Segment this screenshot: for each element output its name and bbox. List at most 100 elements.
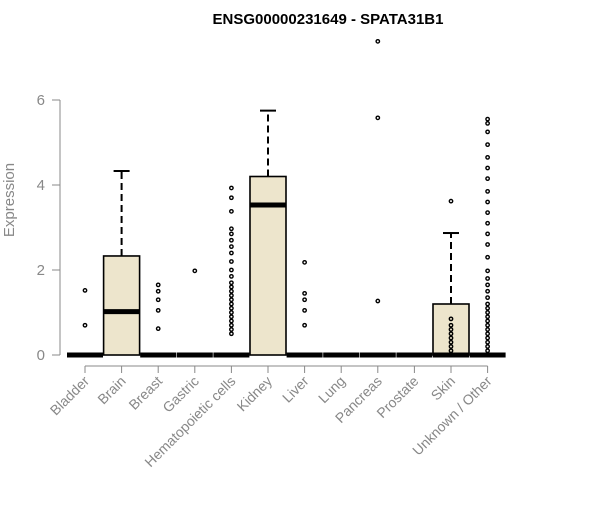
- x-tick-label: Brain: [94, 373, 128, 407]
- y-tick-label: 4: [37, 177, 45, 194]
- outlier-point: [228, 301, 234, 307]
- y-tick-label: 0: [37, 347, 45, 364]
- x-tick-label: Bladder: [47, 373, 93, 419]
- outlier-point: [485, 305, 490, 311]
- x-tick-label: Kidney: [234, 373, 276, 415]
- outlier-point: [228, 226, 234, 232]
- outlier-point: [155, 297, 161, 303]
- outlier-point: [448, 348, 454, 354]
- outlier-point: [485, 220, 490, 226]
- outlier-point: [485, 348, 490, 354]
- outlier-point: [228, 273, 234, 279]
- outlier-point: [485, 176, 490, 182]
- outlier-point: [485, 339, 490, 345]
- outlier-point: [485, 318, 490, 324]
- outlier-point: [448, 198, 454, 204]
- outlier-point: [228, 322, 234, 328]
- outlier-point: [228, 327, 234, 332]
- outlier-point: [228, 297, 234, 303]
- outlier-point: [228, 314, 234, 320]
- outlier-point: [228, 267, 234, 273]
- outlier-point: [485, 188, 490, 194]
- box-group: [286, 259, 323, 358]
- outlier-point: [485, 199, 490, 205]
- outlier-point: [485, 268, 490, 274]
- outlier-point: [228, 231, 234, 237]
- outlier-point: [375, 38, 381, 44]
- x-tick-label: Lung: [315, 373, 348, 406]
- outlier-point: [485, 295, 490, 301]
- outlier-point: [228, 208, 234, 214]
- outlier-point: [302, 307, 307, 313]
- outlier-point: [448, 335, 454, 341]
- box-iqr: [432, 303, 470, 356]
- outlier-point: [485, 165, 490, 171]
- outlier-point: [228, 195, 234, 201]
- outlier-point: [228, 237, 234, 243]
- outlier-point: [228, 284, 234, 290]
- outlier-point: [485, 231, 490, 237]
- box-group: [213, 185, 250, 358]
- outlier-point: [485, 327, 490, 332]
- outlier-point: [485, 322, 490, 328]
- outlier-point: [228, 331, 234, 337]
- x-tick-label: Liver: [279, 373, 312, 406]
- outlier-point: [448, 339, 454, 345]
- outlier-point: [448, 331, 454, 337]
- outlier-point: [192, 268, 198, 274]
- outlier-point: [228, 250, 234, 256]
- outlier-point: [448, 344, 454, 349]
- y-axis: 0 2 4 6: [37, 92, 61, 364]
- outlier-point: [485, 154, 490, 160]
- box-group: [176, 268, 213, 358]
- outlier-point: [228, 293, 234, 298]
- outlier-point: [228, 305, 234, 311]
- outlier-point: [228, 318, 234, 324]
- box-iqr: [102, 255, 141, 356]
- outlier-point: [228, 310, 234, 315]
- outlier-point: [228, 185, 234, 191]
- outlier-point: [155, 282, 161, 288]
- outlier-point: [375, 298, 381, 304]
- outlier-point: [485, 288, 490, 294]
- box-group: [359, 38, 396, 358]
- outlier-point: [155, 326, 161, 332]
- box-group: [432, 198, 470, 358]
- outlier-point: [82, 287, 88, 293]
- y-tick-label: 6: [37, 92, 45, 109]
- outlier-point: [228, 259, 234, 264]
- x-tick-label: Skin: [428, 373, 459, 404]
- outlier-point: [485, 120, 490, 126]
- outlier-point: [485, 129, 490, 135]
- outlier-point: [485, 142, 490, 148]
- outlier-point: [375, 115, 381, 121]
- outlier-point: [302, 259, 307, 265]
- box-group: [140, 282, 177, 358]
- box-group: [67, 287, 103, 358]
- box-series: [67, 38, 506, 358]
- outlier-point: [485, 282, 490, 288]
- outlier-point: [485, 331, 490, 337]
- y-tick-label: 2: [37, 262, 45, 279]
- outlier-point: [485, 254, 490, 260]
- outlier-point: [448, 322, 454, 328]
- x-tick-label: Breast: [125, 373, 165, 413]
- box-group: [469, 116, 506, 358]
- outlier-point: [485, 242, 490, 247]
- outlier-point: [302, 290, 307, 296]
- y-axis-label: Expression: [1, 163, 18, 237]
- outlier-point: [485, 210, 490, 216]
- outlier-point: [485, 344, 490, 349]
- chart-title: ENSG00000231649 - SPATA31B1: [213, 11, 444, 28]
- outlier-point: [228, 280, 234, 286]
- outlier-point: [448, 327, 454, 332]
- outlier-point: [302, 297, 307, 303]
- box-group: [102, 169, 141, 356]
- outlier-point: [485, 314, 490, 320]
- outlier-point: [485, 116, 490, 122]
- box-group: [249, 109, 287, 356]
- outlier-point: [82, 322, 88, 328]
